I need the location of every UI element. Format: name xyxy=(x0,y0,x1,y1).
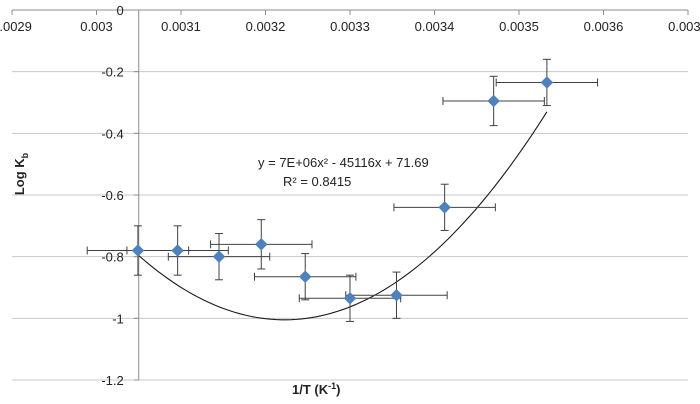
data-point-marker xyxy=(390,288,403,302)
x-axis-title-tail: ) xyxy=(336,382,340,397)
r-squared-label: R² = 0.8415 xyxy=(283,174,351,189)
data-point-marker xyxy=(343,291,357,305)
y-axis-title-sub: b xyxy=(20,152,30,158)
x-tick-label: 0.0035 xyxy=(499,19,539,34)
y-tick-label: -0.8 xyxy=(101,250,123,265)
x-tick-label: 0.0033 xyxy=(330,19,370,34)
x-axis-title-sup: -1 xyxy=(328,381,336,391)
x-axis-title: 1/T (K-1) xyxy=(292,381,340,397)
data-point-marker xyxy=(487,94,501,108)
x-tick-label: 0.0029 xyxy=(0,19,32,34)
x-axis-title-main: 1/T (K xyxy=(292,382,329,397)
y-tick-label: -0.2 xyxy=(101,65,123,80)
x-tick-label: 0.0034 xyxy=(415,19,455,34)
y-axis-title: Log Kb xyxy=(12,152,30,195)
data-markers xyxy=(131,76,554,305)
x-tick-label: 0.0032 xyxy=(246,19,286,34)
data-point-marker xyxy=(438,200,451,214)
trendline-layer xyxy=(137,111,548,321)
x-tick-label: 0.0031 xyxy=(161,19,201,34)
x-tick-label: 0.0036 xyxy=(584,19,624,34)
data-point-marker xyxy=(131,244,145,257)
y-tick-label: -1 xyxy=(112,311,124,326)
data-point-marker xyxy=(254,237,268,251)
x-tick-label: 0.003 xyxy=(80,19,113,34)
y-tick-label: -0.4 xyxy=(101,126,123,141)
tick-labels: 0.0029 0.003 0.0031 0.0032 0.0033 0.0034 0.003… xyxy=(0,3,700,388)
y-tick-label: -1.2 xyxy=(101,373,123,388)
y-tick-label: 0 xyxy=(117,3,124,18)
data-point-marker xyxy=(298,270,312,284)
gridlines xyxy=(12,71,688,381)
x-tick-label: 0.0037 xyxy=(668,19,700,34)
trendline-equation: y = 7E+06x² - 45116x + 71.69 xyxy=(258,155,429,170)
data-point-marker xyxy=(540,76,554,89)
error-bars xyxy=(86,58,599,322)
data-point-marker xyxy=(171,244,184,257)
y-axis-title-main: Log K xyxy=(12,158,27,195)
y-tick-label: -0.6 xyxy=(101,188,123,203)
trendline-curve xyxy=(137,111,548,321)
data-point-marker xyxy=(212,250,226,264)
axes xyxy=(11,9,689,381)
